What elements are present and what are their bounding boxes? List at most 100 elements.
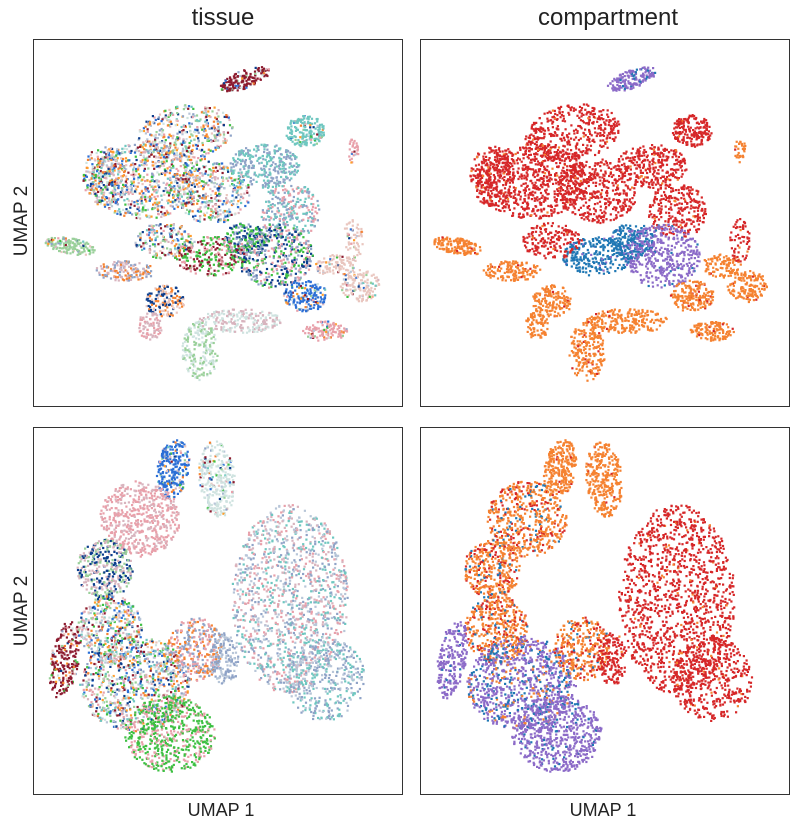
umap-point <box>119 181 122 184</box>
umap-point <box>205 123 208 127</box>
umap-point <box>336 328 339 331</box>
umap-point <box>95 192 98 195</box>
umap-point <box>316 302 319 305</box>
umap-point <box>302 141 305 144</box>
umap-point <box>288 170 291 173</box>
umap-point <box>351 269 354 272</box>
umap-point <box>351 278 354 281</box>
umap-point <box>140 151 143 154</box>
umap-point <box>319 329 322 333</box>
umap-point <box>310 252 313 255</box>
umap-point <box>246 242 249 245</box>
umap-point <box>217 130 220 133</box>
umap-point <box>176 112 179 115</box>
umap-point <box>160 160 163 163</box>
umap-point <box>154 118 157 122</box>
umap-point <box>291 213 294 216</box>
umap-point <box>96 170 99 173</box>
umap-point <box>260 168 264 171</box>
umap-point <box>139 270 142 274</box>
umap-point <box>212 139 215 142</box>
umap-point <box>311 334 314 337</box>
umap-point <box>220 312 223 315</box>
umap-point <box>249 154 252 157</box>
umap-point <box>92 251 95 254</box>
umap-point <box>339 285 342 288</box>
umap-point <box>291 140 294 143</box>
umap-point <box>54 243 57 246</box>
umap-point <box>316 124 319 127</box>
umap-point <box>162 164 165 167</box>
umap-point <box>133 204 136 207</box>
umap-point <box>187 185 190 188</box>
umap-point <box>203 201 206 204</box>
umap-point <box>258 230 261 233</box>
umap-point <box>289 154 292 157</box>
umap-point <box>320 134 323 137</box>
umap-point <box>198 220 202 223</box>
umap-point <box>123 199 126 202</box>
umap-point <box>298 243 301 246</box>
umap-point <box>134 155 137 158</box>
umap-point <box>260 239 264 242</box>
umap-point <box>191 167 194 170</box>
umap-point <box>301 300 304 303</box>
umap-point <box>123 265 126 268</box>
umap-point <box>176 119 179 122</box>
umap-point <box>303 117 306 120</box>
umap-point <box>159 257 162 260</box>
umap-point <box>188 135 191 139</box>
umap-point <box>181 133 184 136</box>
umap-point <box>214 176 217 179</box>
umap-point <box>167 114 170 117</box>
umap-point <box>282 178 285 181</box>
umap-point <box>216 354 219 357</box>
umap-point <box>302 230 305 233</box>
umap-point <box>316 269 320 273</box>
umap-point <box>235 86 239 89</box>
umap-point <box>293 248 296 251</box>
umap-point <box>212 335 215 339</box>
umap-point <box>186 256 189 259</box>
umap-point <box>110 165 113 168</box>
umap-point <box>165 171 169 174</box>
umap-point <box>296 234 299 237</box>
umap-point <box>223 115 226 118</box>
umap-point <box>359 289 362 292</box>
umap-point <box>365 285 368 288</box>
umap-point <box>205 211 209 214</box>
umap-point <box>126 275 129 278</box>
umap-point <box>142 154 145 157</box>
umap-point <box>174 143 178 146</box>
umap-point <box>188 180 191 183</box>
umap-point <box>274 213 277 216</box>
umap-point <box>287 274 290 277</box>
umap-point <box>318 131 321 134</box>
umap-point <box>176 147 179 150</box>
umap-point <box>136 276 139 279</box>
umap-point <box>315 142 318 145</box>
umap-point <box>209 350 212 353</box>
umap-point <box>202 371 205 374</box>
umap-point <box>182 185 185 188</box>
umap-point <box>278 282 281 285</box>
umap-point <box>282 170 285 173</box>
umap-point <box>235 236 238 239</box>
umap-point <box>272 168 275 172</box>
umap-point <box>242 310 245 313</box>
column-title-tissue: tissue <box>38 4 408 32</box>
umap-point <box>158 122 161 125</box>
umap-point <box>197 178 200 181</box>
umap-point <box>273 324 276 327</box>
umap-point <box>280 281 284 284</box>
umap-point <box>200 126 203 129</box>
umap-point <box>321 324 324 327</box>
umap-point <box>345 289 348 292</box>
umap-point <box>145 157 148 160</box>
umap-point <box>201 154 204 157</box>
umap-point <box>203 246 206 249</box>
umap-point <box>213 134 216 137</box>
umap-point <box>106 149 109 152</box>
umap-point <box>243 74 246 77</box>
umap-point <box>274 246 277 249</box>
